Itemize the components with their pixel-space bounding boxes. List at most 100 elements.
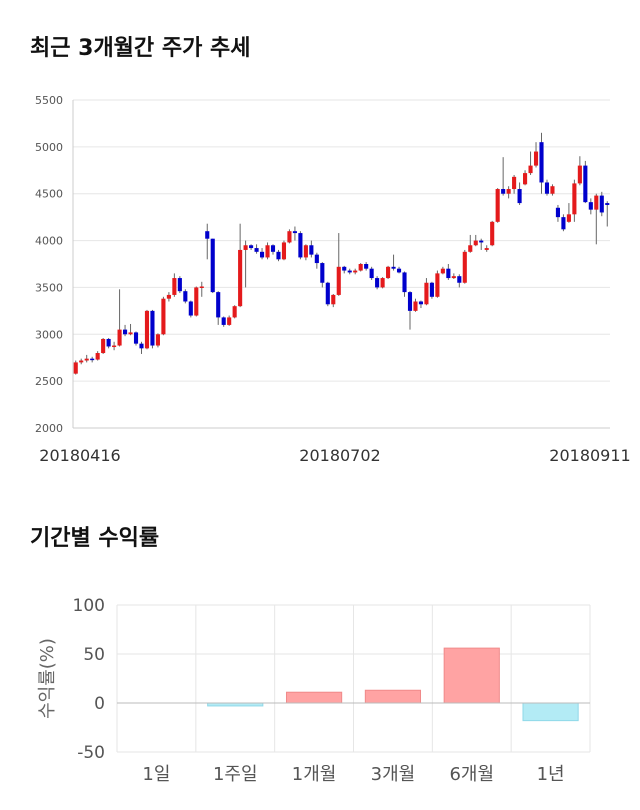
candle-body-up bbox=[380, 278, 385, 288]
candle-body-down bbox=[342, 266, 347, 271]
price-y-tick-label: 4000 bbox=[35, 235, 63, 248]
candle-body-down bbox=[325, 282, 330, 305]
stock-price-candlestick-chart: 2000 2500 3000 3500 4000 4500 5000 5500 2018041… bbox=[35, 94, 631, 465]
candle bbox=[155, 333, 160, 348]
candle bbox=[150, 309, 155, 349]
candle bbox=[446, 264, 451, 280]
candle bbox=[243, 240, 248, 288]
candle bbox=[232, 305, 237, 319]
return-x-tick-label: 3개월 bbox=[371, 764, 416, 785]
candle-body-down bbox=[150, 310, 155, 346]
price-trend-title: 최근 3개월간 주가 추세 bbox=[30, 36, 251, 61]
candle-body-up bbox=[194, 287, 199, 316]
candle-body-up bbox=[594, 195, 599, 210]
candle-body-up bbox=[512, 176, 517, 190]
candle bbox=[303, 244, 308, 261]
candle-body-up bbox=[287, 231, 292, 243]
candle-body-down bbox=[364, 264, 369, 269]
return-gridlines bbox=[116, 604, 591, 753]
candle-body-down bbox=[90, 358, 95, 361]
candle bbox=[106, 338, 111, 349]
candle bbox=[79, 358, 84, 365]
candle bbox=[435, 270, 440, 298]
candle bbox=[391, 254, 396, 271]
candle bbox=[517, 182, 522, 205]
candle-body-down bbox=[221, 317, 226, 325]
candle bbox=[281, 240, 287, 261]
candle-body-up bbox=[577, 165, 582, 184]
return-y-tick-label: 100 bbox=[73, 596, 105, 616]
candle-body-up bbox=[238, 249, 243, 307]
return-x-tick-label: 6개월 bbox=[449, 764, 494, 785]
candle bbox=[369, 266, 374, 280]
candle-body-down bbox=[210, 238, 215, 293]
candle-body-down bbox=[123, 329, 128, 335]
candle bbox=[429, 281, 434, 299]
candle bbox=[588, 198, 593, 215]
candle-body-down bbox=[429, 282, 434, 297]
candle-body-up bbox=[166, 294, 171, 299]
candle bbox=[605, 201, 610, 227]
candle bbox=[336, 233, 341, 296]
candle bbox=[462, 249, 467, 284]
candle bbox=[194, 286, 199, 317]
price-candles bbox=[73, 132, 610, 375]
candle bbox=[594, 193, 599, 245]
candle bbox=[95, 351, 100, 361]
return-bars bbox=[207, 647, 579, 722]
candle bbox=[347, 268, 352, 275]
candle-body-up bbox=[117, 329, 122, 346]
candle bbox=[386, 265, 391, 279]
candle bbox=[325, 281, 330, 307]
candle-body-down bbox=[276, 251, 281, 260]
return-y-tick-label: 50 bbox=[83, 645, 105, 665]
candle-body-down bbox=[517, 189, 522, 204]
candle-body-up bbox=[281, 242, 287, 260]
candle-body-up bbox=[484, 248, 489, 250]
candle bbox=[90, 356, 95, 363]
candle bbox=[566, 203, 571, 223]
candle bbox=[364, 262, 369, 271]
candle-body-down bbox=[188, 301, 193, 316]
candle-body-up bbox=[303, 245, 308, 258]
candle-body-down bbox=[177, 278, 182, 292]
candle bbox=[139, 341, 144, 354]
return-y-tick-label: 0 bbox=[94, 694, 105, 714]
candle bbox=[528, 151, 533, 175]
candle bbox=[375, 276, 380, 290]
candle bbox=[314, 252, 319, 269]
candle-body-down bbox=[270, 245, 276, 252]
candle-body-up bbox=[101, 338, 106, 354]
price-x-tick-label: 20180911 bbox=[549, 446, 630, 465]
candle-body-up bbox=[435, 273, 440, 297]
candle-body-down bbox=[407, 292, 413, 311]
candle-body-down bbox=[205, 231, 210, 239]
candle-body-up bbox=[424, 282, 429, 305]
candle bbox=[287, 229, 292, 244]
candle-body-down bbox=[216, 292, 221, 318]
return-y-tick-label: -50 bbox=[77, 743, 105, 763]
candle-body-down bbox=[588, 202, 593, 210]
price-y-tick-label: 2500 bbox=[35, 375, 63, 388]
candle-body-down bbox=[501, 189, 506, 194]
candle-body-up bbox=[550, 186, 555, 194]
candle-body-down bbox=[183, 291, 188, 302]
candle-body-up bbox=[495, 189, 500, 222]
candle-body-down bbox=[139, 343, 144, 349]
candle-body-down bbox=[539, 142, 544, 183]
candle-body-up bbox=[451, 276, 456, 279]
candle bbox=[298, 231, 303, 260]
candle bbox=[473, 234, 478, 247]
candle bbox=[512, 174, 517, 194]
candle-body-up bbox=[473, 240, 478, 246]
candle bbox=[501, 157, 506, 196]
candle-body-up bbox=[95, 353, 100, 360]
candle-body-up bbox=[84, 358, 89, 361]
candle-body-down bbox=[561, 217, 566, 230]
candle bbox=[210, 238, 215, 294]
period-return-title: 기간별 수익률 bbox=[30, 526, 160, 551]
candle-body-down bbox=[106, 338, 111, 347]
candle bbox=[221, 316, 226, 327]
candle bbox=[183, 289, 188, 304]
candle-body-down bbox=[605, 203, 610, 205]
